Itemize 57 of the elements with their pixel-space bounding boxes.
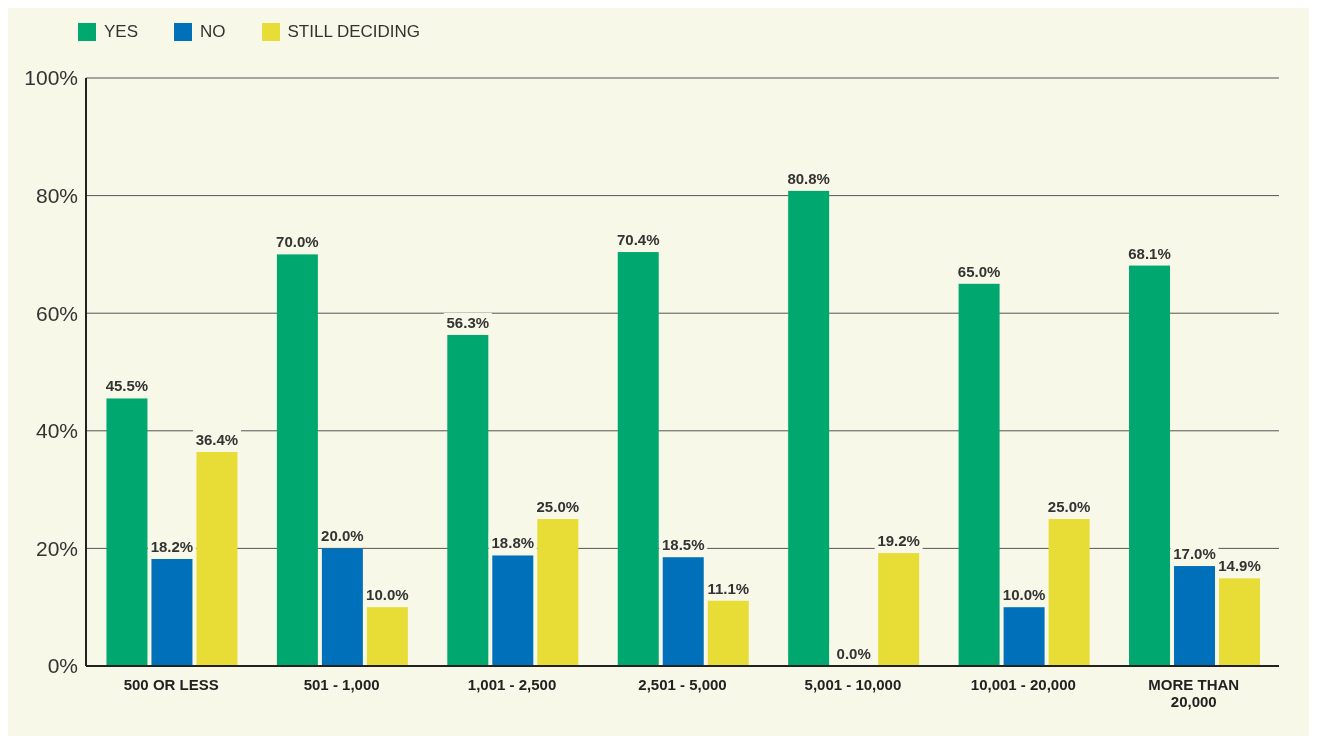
- data-label: 68.1%: [1128, 244, 1171, 262]
- bar: [788, 190, 830, 666]
- data-label: 80.8%: [787, 169, 830, 187]
- x-tick-label: 1,001 - 2,500: [467, 676, 557, 693]
- bar: [878, 553, 920, 666]
- y-tick-label: 80%: [35, 184, 78, 208]
- bar: [1003, 607, 1045, 666]
- y-tick-label: 0%: [47, 654, 78, 678]
- bar: [492, 555, 534, 666]
- legend-label: NO: [199, 22, 226, 42]
- x-tick-label: 10,001 - 20,000: [970, 676, 1076, 693]
- data-label: 14.9%: [1218, 557, 1261, 575]
- bar: [1174, 566, 1216, 666]
- bar: [151, 558, 193, 666]
- x-tick-label: 500 OR LESS: [123, 676, 219, 693]
- data-label: 25.0%: [536, 498, 580, 515]
- y-tick-label: 100%: [24, 66, 78, 90]
- data-label: 18.5%: [661, 536, 705, 554]
- legend-label: STILL DECIDING: [286, 22, 421, 42]
- bar: [366, 607, 408, 666]
- bar: [707, 600, 749, 666]
- bar: [617, 252, 659, 666]
- bar: [537, 519, 579, 666]
- data-label: 70.0%: [276, 233, 319, 251]
- bar: [196, 451, 238, 666]
- data-label: 45.5%: [105, 377, 149, 395]
- data-label: 70.4%: [616, 231, 660, 249]
- legend-label: YES: [103, 22, 139, 42]
- data-label: 19.2%: [877, 532, 920, 550]
- x-tick-label: 501 - 1,000: [303, 676, 380, 693]
- y-tick-label: 40%: [35, 419, 78, 443]
- data-label: 18.8%: [491, 534, 535, 552]
- data-label: 0.0%: [836, 645, 871, 662]
- x-tick-label: MORE THAN 20,000: [1148, 676, 1240, 710]
- bar: [106, 398, 148, 666]
- x-tick-label: 2,501 - 5,000: [638, 676, 727, 693]
- data-label: 20.0%: [321, 527, 364, 545]
- y-tick-label: 20%: [35, 536, 78, 560]
- data-label: 11.1%: [707, 579, 750, 597]
- data-label: 56.3%: [446, 313, 490, 331]
- bar: [276, 254, 318, 666]
- data-label: 17.0%: [1173, 545, 1216, 563]
- bar: [1129, 265, 1171, 666]
- bar: [447, 334, 489, 666]
- bar: [321, 548, 363, 666]
- data-label: 65.0%: [957, 262, 1001, 280]
- data-label: 25.0%: [1047, 498, 1091, 515]
- data-label: 18.2%: [150, 537, 194, 555]
- data-label: 36.4%: [195, 430, 239, 448]
- data-label: 10.0%: [366, 586, 409, 604]
- y-tick-label: 60%: [35, 301, 78, 325]
- bar: [1048, 519, 1090, 666]
- bar: [958, 283, 1000, 666]
- x-tick-label: 5,001 - 10,000: [804, 676, 902, 693]
- data-label: 10.0%: [1002, 586, 1046, 604]
- bar: [662, 557, 704, 666]
- bar: [1219, 578, 1261, 666]
